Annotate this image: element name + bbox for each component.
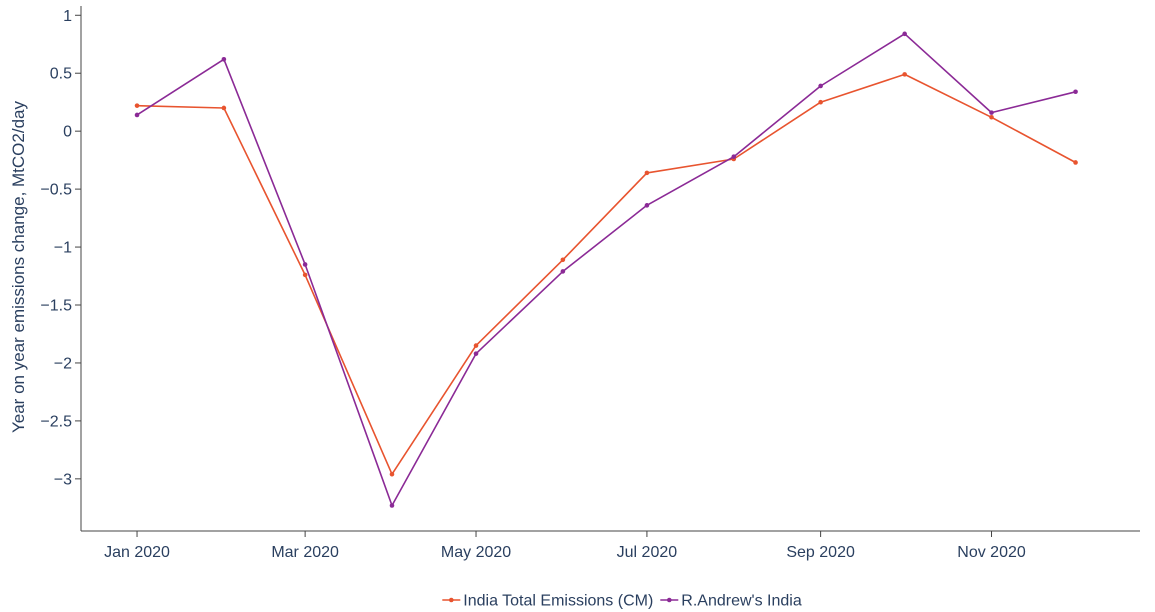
data-point xyxy=(902,31,907,37)
legend-label: R.Andrew's India xyxy=(681,593,802,610)
y-tick-label: −2 xyxy=(54,355,72,372)
x-tick-label: Nov 2020 xyxy=(957,544,1026,561)
data-point xyxy=(902,72,907,77)
x-tick-label: Jul 2020 xyxy=(617,544,678,561)
series-line xyxy=(136,32,1076,507)
data-point xyxy=(389,503,395,508)
y-axis-title: Year on year emissions change, MtCO2/day xyxy=(9,101,28,433)
data-point xyxy=(644,203,650,208)
y-tick-label: −1 xyxy=(54,240,72,257)
data-point xyxy=(1073,160,1078,165)
y-tick-label: 0.5 xyxy=(50,66,72,83)
y-axis: 1 0.5 0 −0.5 −1 −1.5 −2 −2.5 −3 xyxy=(40,6,82,531)
data-point xyxy=(389,471,395,477)
series-line xyxy=(136,73,1076,476)
y-tick-label: −0.5 xyxy=(40,182,72,199)
data-point xyxy=(989,114,994,120)
x-tick-label: Mar 2020 xyxy=(271,544,339,561)
series-layer xyxy=(134,31,1078,508)
series-2 xyxy=(134,31,1078,508)
data-point xyxy=(644,170,650,176)
data-point xyxy=(134,103,140,108)
x-tick-label: Jan 2020 xyxy=(104,544,170,561)
series-1 xyxy=(134,72,1078,477)
x-tick-label: Sep 2020 xyxy=(786,544,855,561)
data-point xyxy=(134,112,140,118)
legend-swatch-marker xyxy=(667,597,672,603)
legend: India Total Emissions (CM) R.Andrew's Ind… xyxy=(442,593,802,610)
data-point xyxy=(473,343,479,348)
y-tick-label: −3 xyxy=(54,471,72,488)
legend-item: India Total Emissions (CM) xyxy=(442,593,653,610)
y-tick-label: −2.5 xyxy=(40,413,72,430)
data-point xyxy=(1073,89,1078,95)
data-point xyxy=(221,105,227,111)
legend-item: R.Andrew's India xyxy=(660,593,802,610)
data-point xyxy=(818,83,823,89)
data-point xyxy=(731,154,737,159)
legend-swatch-marker xyxy=(449,597,454,603)
data-point xyxy=(221,57,227,62)
data-point xyxy=(989,110,994,115)
data-point xyxy=(560,257,566,263)
data-point xyxy=(560,269,566,274)
data-point xyxy=(818,99,823,105)
data-point xyxy=(473,351,479,356)
x-axis: Jan 2020 Mar 2020 May 2020 Jul 2020 Sep 2020… xyxy=(81,530,1140,561)
x-tick-label: May 2020 xyxy=(441,544,511,561)
y-tick-label: 0 xyxy=(63,124,72,141)
data-point xyxy=(302,262,308,267)
data-point xyxy=(302,272,308,278)
y-tick-label: 1 xyxy=(63,8,72,25)
legend-label: India Total Emissions (CM) xyxy=(463,593,653,610)
y-tick-label: −1.5 xyxy=(40,298,72,315)
